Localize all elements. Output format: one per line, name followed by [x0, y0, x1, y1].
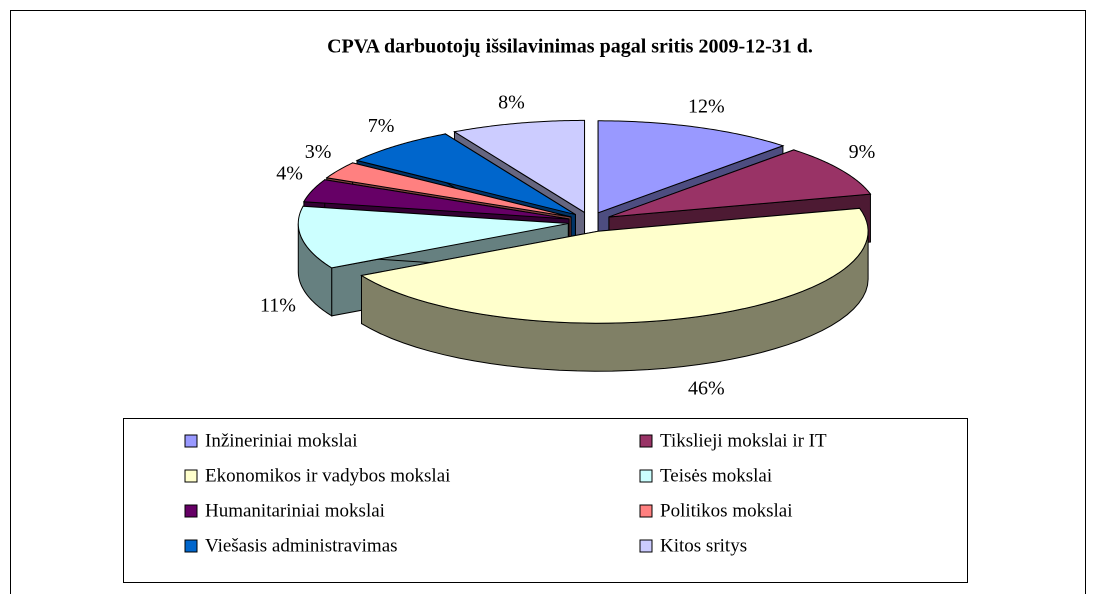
legend-swatch	[639, 434, 653, 448]
slice-top	[608, 149, 872, 218]
slice-top	[303, 179, 570, 220]
slice-top	[597, 120, 785, 214]
legend-label: Politikos mokslai	[660, 500, 793, 521]
data-label: 11%	[260, 294, 296, 316]
legend-swatch	[184, 539, 198, 553]
chart-title: CPVA darbuotojų išsilavinimas pagal srit…	[327, 36, 813, 58]
data-label: 12%	[688, 96, 725, 118]
legend-box	[123, 418, 968, 583]
slice-top	[355, 133, 576, 216]
chart-frame	[10, 10, 1086, 599]
data-label: 3%	[305, 141, 332, 163]
legend-label: Teisės mokslai	[660, 465, 772, 486]
slice-top	[453, 119, 586, 214]
data-label: 46%	[688, 378, 725, 400]
slice-top	[360, 207, 869, 324]
slice-top	[297, 205, 569, 269]
legend-swatch	[184, 504, 198, 518]
legend-label: Humanitariniai mokslai	[205, 500, 385, 521]
legend-label: Kitos sritys	[660, 535, 747, 556]
data-label: 7%	[368, 115, 395, 137]
data-label: 4%	[276, 162, 303, 184]
legend-swatch	[184, 469, 198, 483]
legend-label: Viešasis administravimas	[205, 535, 398, 556]
legend-swatch	[639, 469, 653, 483]
data-label: 8%	[498, 91, 525, 113]
legend-swatch	[639, 504, 653, 518]
legend-swatch	[639, 539, 653, 553]
legend-label: Ekonomikos ir vadybos mokslai	[205, 465, 450, 486]
pie-slice	[360, 207, 869, 372]
slice-top	[325, 162, 572, 218]
legend-label: Inžineriniai mokslai	[205, 430, 357, 451]
data-label: 9%	[849, 141, 876, 163]
legend-label: Tikslieji mokslai ir IT	[660, 430, 827, 451]
legend-swatch	[184, 434, 198, 448]
